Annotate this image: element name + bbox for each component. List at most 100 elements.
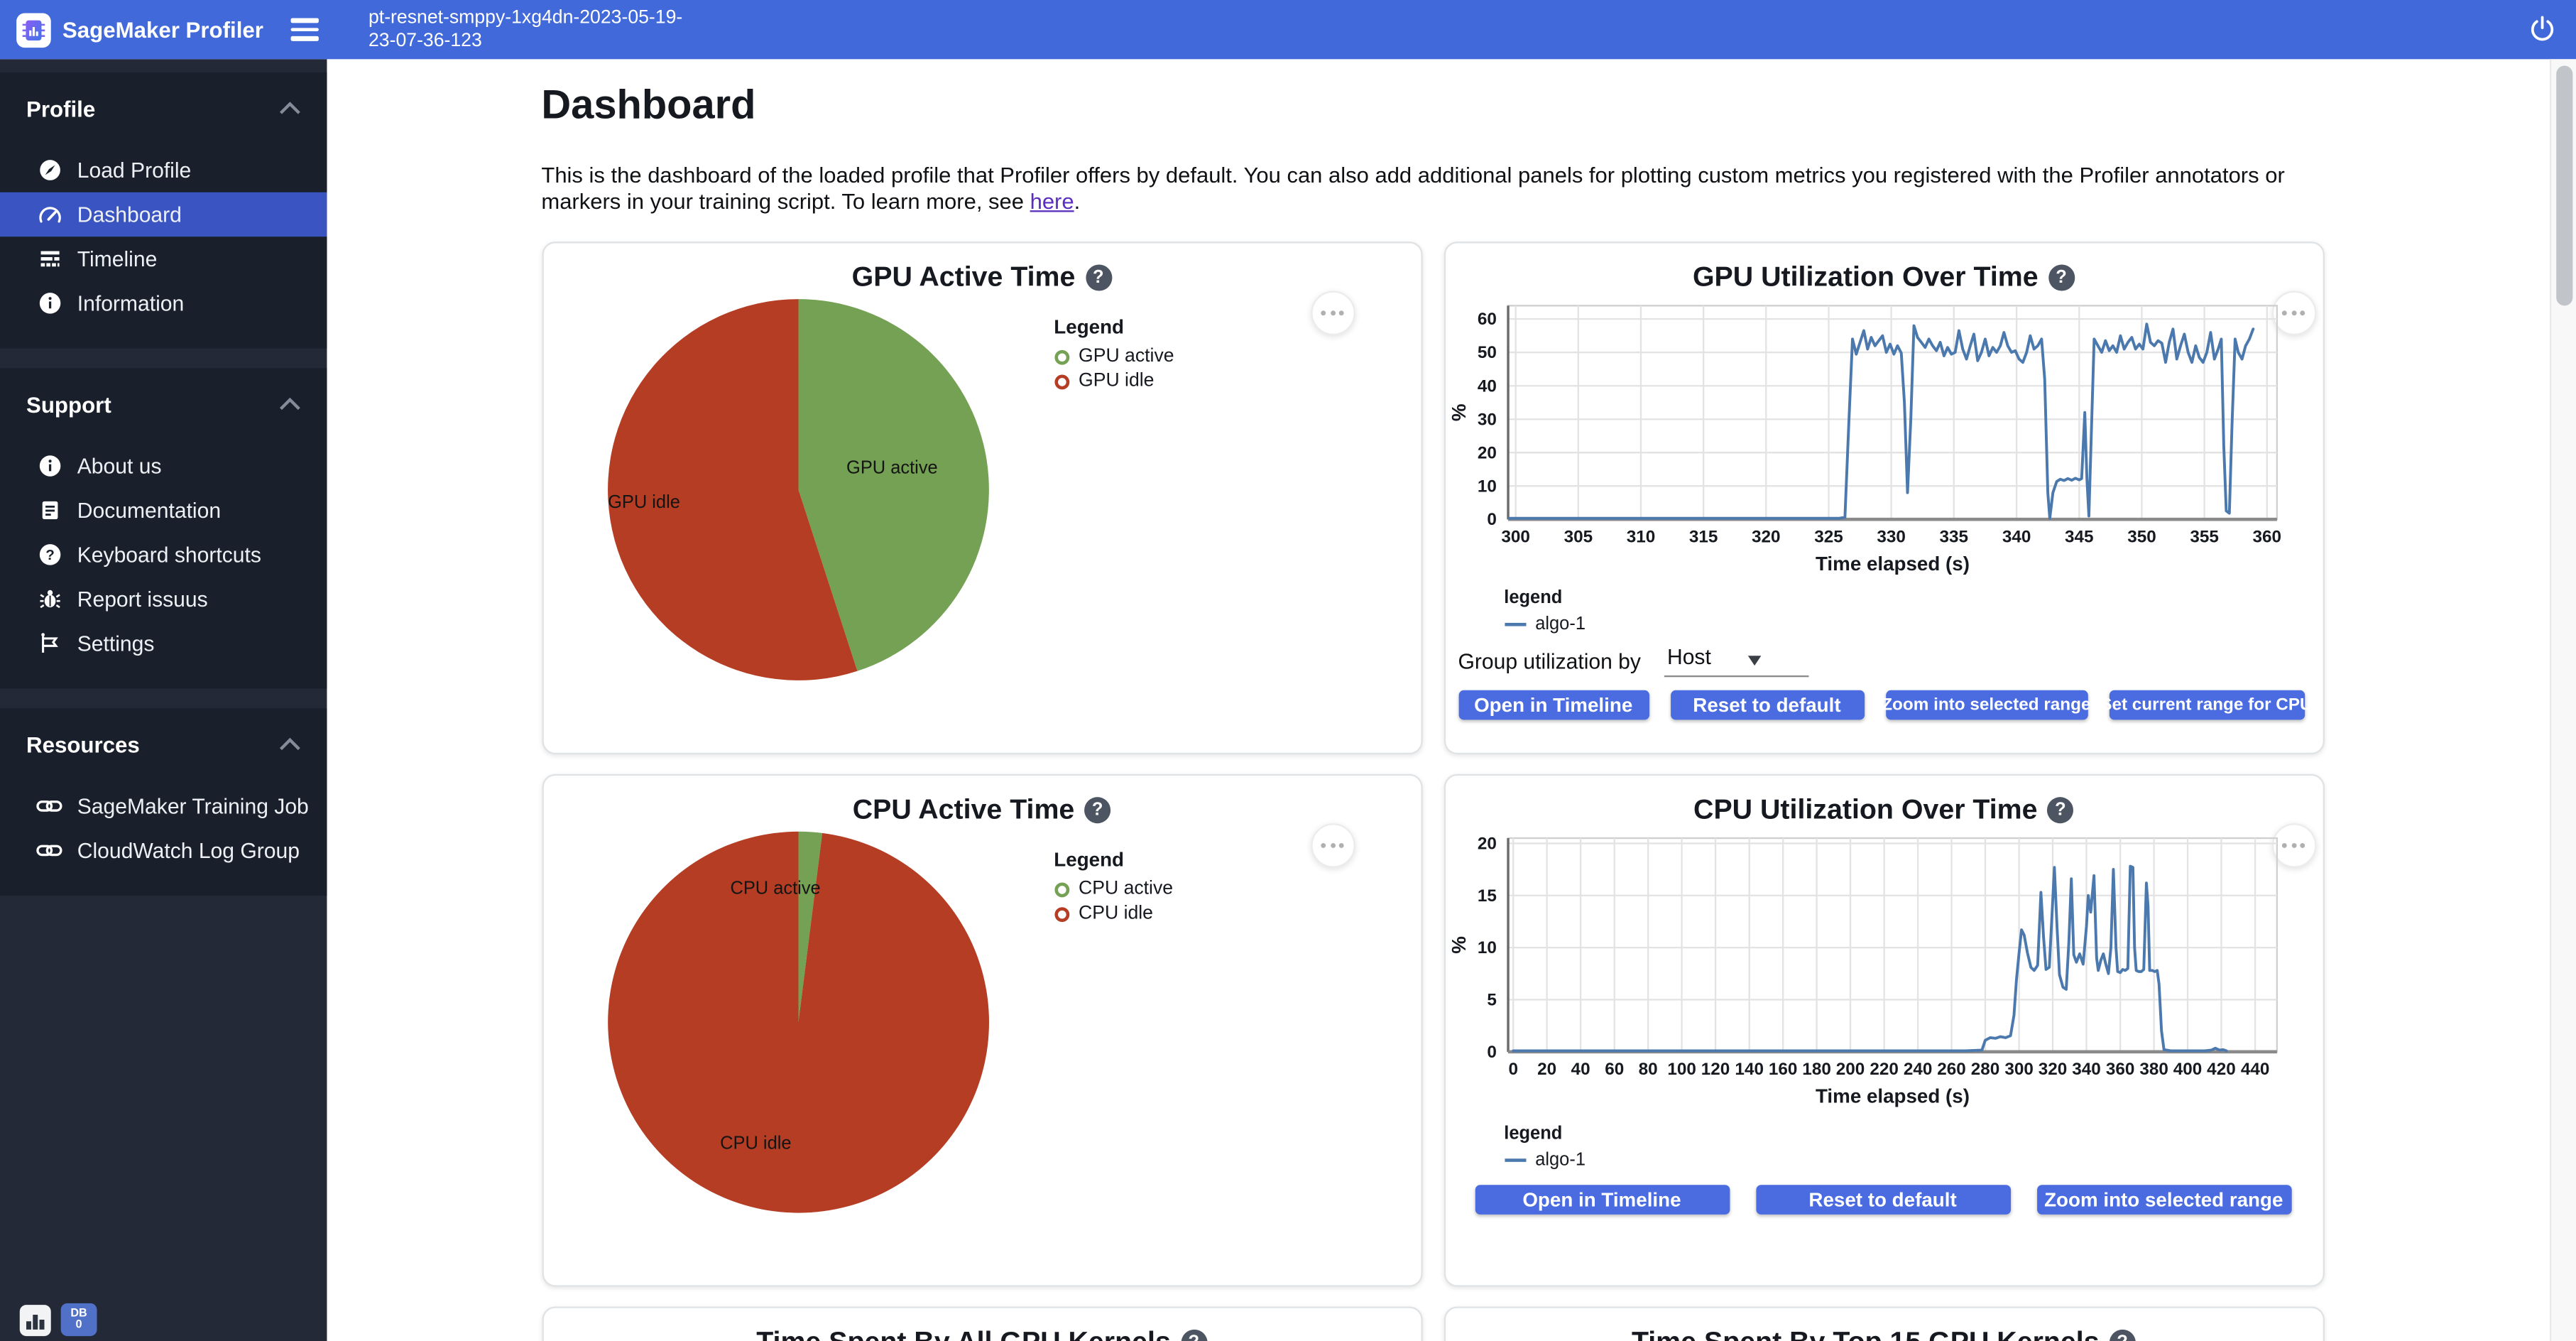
panel-grid: GPU Active Time ? GPU active GPU idle Leg… — [541, 241, 2335, 1341]
gpu-active-time-pie-chart[interactable]: GPU active GPU idle — [606, 298, 990, 682]
svg-text:315: 315 — [1688, 528, 1718, 547]
chevron-up-icon — [279, 737, 300, 751]
zoom-into-selected-range-button[interactable]: Zoom into selected range — [1882, 690, 2091, 720]
legend-item: GPU idle — [1054, 371, 1174, 391]
cpu-utilization-line-chart[interactable]: 0 20 40 60 80 100 120 140 160 180 200 220 240 260 280 3… — [1448, 828, 2290, 1111]
document-icon — [36, 497, 62, 523]
open-in-timeline-button[interactable]: Open in Timeline — [1458, 690, 1649, 720]
learn-more-link[interactable]: here — [1030, 188, 1074, 213]
sidebar-section-profile: Profile Load Profile Dashboard — [0, 72, 327, 349]
panel-title: Time Spent By Top 15 GPU Kernels ? — [1445, 1326, 2323, 1341]
sidebar-item-load-profile[interactable]: Load Profile — [0, 148, 327, 192]
legend-item: CPU idle — [1054, 904, 1173, 923]
svg-text:420: 420 — [2206, 1060, 2235, 1079]
open-in-timeline-button[interactable]: Open in Timeline — [1474, 1185, 1730, 1215]
gpu-chart-actions: Open in Timeline Reset to default Zoom i… — [1458, 690, 2313, 720]
link-icon — [36, 837, 62, 864]
svg-text:300: 300 — [2004, 1060, 2033, 1079]
sidebar-item-report-issues[interactable]: Report issuus — [0, 577, 327, 621]
sidebar-item-label: Settings — [77, 631, 155, 656]
set-current-range-for-cpu-button[interactable]: Set current range for CPU — [2100, 690, 2313, 720]
chevron-down-icon — [1747, 655, 1761, 665]
flag-icon — [36, 630, 62, 656]
cpu-active-time-pie-chart[interactable]: CPU active CPU idle — [606, 830, 990, 1214]
sidebar-item-documentation[interactable]: Documentation — [0, 488, 327, 532]
sidebar-item-label: About us — [77, 453, 162, 479]
sidebar-item-information[interactable]: Information — [0, 281, 327, 325]
sidebar: Profile Load Profile Dashboard — [0, 59, 327, 1341]
svg-text:40: 40 — [1570, 1060, 1589, 1079]
svg-text:30: 30 — [1477, 410, 1496, 429]
zoom-into-selected-range-button[interactable]: Zoom into selected range — [2036, 1185, 2291, 1215]
svg-text:CPU active: CPU active — [729, 879, 819, 898]
help-icon[interactable]: ? — [1180, 1329, 1207, 1341]
panel-gpu-active-time: GPU Active Time ? GPU active GPU idle Leg… — [541, 241, 1422, 755]
gpu-utilization-line-chart[interactable]: 300 305 310 315 320 325 330 335 340 345 350 355 360 0… — [1448, 295, 2290, 578]
job-name: pt-resnet-smppy-1xg4dn-2023-05-19- 23-07… — [369, 8, 683, 51]
group-by-select[interactable]: Host — [1664, 644, 1808, 678]
help-icon[interactable]: ? — [2047, 797, 2074, 824]
legend-marker-gpu-active — [1054, 349, 1069, 364]
panel-menu-button[interactable] — [1310, 823, 1355, 868]
sidebar-item-settings[interactable]: Settings — [0, 621, 327, 666]
help-icon[interactable]: ? — [2048, 264, 2075, 291]
pie-legend: Legend CPU active CPU idle — [1054, 847, 1174, 924]
reset-to-default-button[interactable]: Reset to default — [1669, 690, 1864, 720]
svg-text:40: 40 — [1477, 376, 1496, 396]
svg-text:340: 340 — [2002, 528, 2031, 547]
scrollbar-thumb[interactable] — [2556, 65, 2573, 306]
bar-chart-badge-icon[interactable] — [19, 1305, 51, 1337]
panel-menu-button[interactable] — [1310, 291, 1355, 336]
panel-gpu-utilization: GPU Utilization Over Time ? 300 305 310 315… — [1443, 241, 2324, 755]
timeline-icon — [36, 246, 62, 272]
chevron-up-icon — [279, 102, 300, 114]
sidebar-item-cloudwatch-log-group[interactable]: CloudWatch Log Group — [0, 828, 327, 872]
help-icon[interactable]: ? — [1084, 797, 1111, 824]
legend-item: CPU active — [1054, 879, 1173, 899]
panel-time-spent-all-gpu-kernels: Time Spent By All GPU Kernels ? — [541, 1306, 1422, 1341]
panel-menu-button[interactable] — [2271, 291, 2316, 336]
help-icon[interactable]: ? — [2109, 1329, 2136, 1341]
info-icon — [36, 452, 62, 479]
sidebar-item-keyboard-shortcuts[interactable]: ? Keyboard shortcuts — [0, 533, 327, 577]
line-legend: legend algo-1 — [1504, 1124, 1586, 1171]
svg-text:CPU idle: CPU idle — [719, 1133, 790, 1153]
svg-text:305: 305 — [1563, 528, 1592, 547]
svg-text:360: 360 — [2252, 528, 2281, 547]
sidebar-item-dashboard[interactable]: Dashboard — [0, 192, 327, 237]
legend-marker-algo-1 — [1504, 622, 1526, 627]
legend-item: algo-1 — [1504, 614, 1586, 634]
section-header-resources[interactable]: Resources — [0, 724, 327, 764]
svg-text:GPU active: GPU active — [846, 457, 937, 477]
svg-text:440: 440 — [2240, 1060, 2269, 1079]
panel-title: GPU Active Time ? — [543, 261, 1421, 294]
app-title: SageMaker Profiler — [62, 17, 263, 43]
compass-icon — [36, 157, 62, 183]
svg-text:%: % — [1448, 403, 1469, 421]
panel-cpu-active-time: CPU Active Time ? CPU active CPU idle Leg… — [541, 773, 1422, 1287]
svg-text:380: 380 — [2139, 1060, 2168, 1079]
svg-text:340: 340 — [2071, 1060, 2100, 1079]
panel-title: Time Spent By All GPU Kernels ? — [543, 1326, 1421, 1341]
sidebar-item-about-us[interactable]: About us — [0, 444, 327, 488]
section-header-profile[interactable]: Profile — [0, 89, 327, 129]
menu-icon[interactable] — [285, 12, 326, 47]
svg-text:355: 355 — [2189, 528, 2218, 547]
panel-menu-button[interactable] — [2271, 823, 2316, 868]
svg-text:60: 60 — [1477, 310, 1496, 329]
svg-text:0: 0 — [1507, 1060, 1517, 1079]
help-icon[interactable]: ? — [1085, 264, 1112, 291]
vertical-scrollbar[interactable] — [2549, 59, 2576, 1341]
sidebar-item-timeline[interactable]: Timeline — [0, 237, 327, 281]
link-icon — [36, 793, 62, 819]
pie-legend: Legend GPU active GPU idle — [1054, 315, 1174, 391]
section-header-support[interactable]: Support — [0, 384, 327, 424]
power-icon[interactable] — [2528, 15, 2556, 51]
chevron-up-icon — [279, 397, 300, 411]
sidebar-item-sagemaker-training-job[interactable]: SageMaker Training Job — [0, 784, 327, 828]
svg-text:Time elapsed (s): Time elapsed (s) — [1815, 1085, 1969, 1107]
reset-to-default-button[interactable]: Reset to default — [1755, 1185, 2010, 1215]
speedometer-icon — [36, 201, 62, 227]
svg-text:140: 140 — [1734, 1060, 1763, 1079]
db-badge[interactable]: DB 0 — [60, 1303, 97, 1337]
